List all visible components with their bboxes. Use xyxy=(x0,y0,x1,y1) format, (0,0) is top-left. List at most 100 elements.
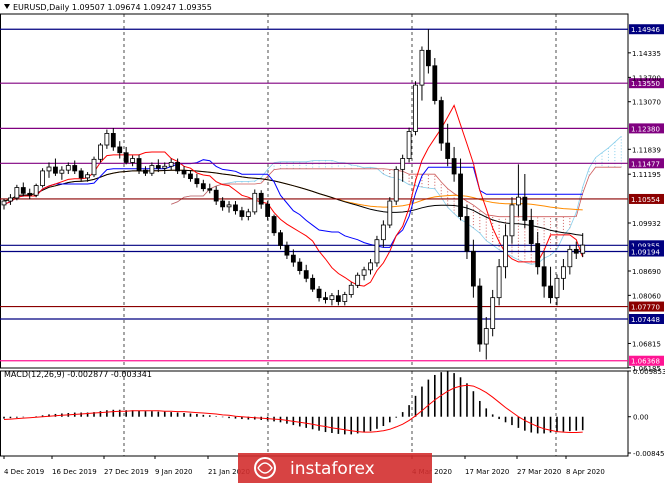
level-price-label: 1.07448 xyxy=(631,316,660,324)
candle-body xyxy=(573,248,579,254)
candle-body xyxy=(104,133,110,146)
candle-body xyxy=(554,277,560,299)
candle-body xyxy=(368,262,373,271)
price-tick-label: 1.06185 xyxy=(632,365,661,373)
main-pane-border xyxy=(0,13,629,369)
candle-body xyxy=(265,203,271,217)
price-tick-label: 1.06815 xyxy=(632,340,661,348)
candle-body xyxy=(168,162,174,167)
symbol-marker-icon xyxy=(4,4,10,9)
candle-body xyxy=(470,250,476,287)
candle-body xyxy=(278,232,283,246)
price-tick-label: 1.11195 xyxy=(632,171,661,179)
candle-body xyxy=(316,288,322,299)
candle-body xyxy=(528,219,534,244)
candle-body xyxy=(548,285,553,299)
time-tick-label: 4 Dec 2019 xyxy=(4,468,44,476)
macd-pane: 0.009853 0.00 -0.008459 xyxy=(3,368,665,458)
price-tick-label: 1.13700 xyxy=(632,74,661,82)
candle-body xyxy=(252,192,258,213)
candle-body xyxy=(46,166,52,172)
candle-body xyxy=(207,188,213,191)
candle-body xyxy=(1,200,7,206)
level-price-label: 1.11477 xyxy=(631,160,660,168)
kijun-line xyxy=(3,159,583,248)
time-tick-label: 17 Mar 2020 xyxy=(465,468,509,476)
candle-body xyxy=(162,165,168,169)
candle-body xyxy=(335,295,341,302)
candle-body xyxy=(393,168,399,202)
watermark-logo-icon xyxy=(254,457,276,479)
candle-body xyxy=(406,131,412,159)
candle-body xyxy=(310,277,316,290)
watermark-logo-swirl xyxy=(257,462,273,474)
candle-body xyxy=(59,169,65,174)
level-price-label: 1.13550 xyxy=(631,80,660,88)
price-tick-label: 1.08060 xyxy=(632,292,661,300)
candle-body xyxy=(271,216,277,234)
candle-body xyxy=(136,158,142,171)
candle-body xyxy=(149,165,155,174)
time-tick-label: 16 Dec 2019 xyxy=(52,468,97,476)
candle-body xyxy=(380,224,386,241)
candle-body xyxy=(374,239,380,264)
price-tick-label: 1.13070 xyxy=(632,99,661,107)
candlesticks xyxy=(1,29,586,360)
candle-body xyxy=(561,266,566,279)
candle-body xyxy=(72,165,78,172)
candle-body xyxy=(303,270,309,279)
level-price-label: 1.12380 xyxy=(631,125,660,133)
price-tick-label: 1.08690 xyxy=(632,268,661,276)
level-price-label: 1.09355 xyxy=(631,242,660,250)
macd-tick-label: 0.009853 xyxy=(633,368,665,376)
candle-body xyxy=(567,248,573,268)
candle-body xyxy=(175,162,181,172)
candle-body xyxy=(329,295,335,300)
candle-body xyxy=(239,210,245,217)
price-tick-label: 1.11839 xyxy=(632,146,661,154)
candle-body xyxy=(123,152,129,163)
price-axis: 1.14946 1.13550 1.12380 1.11477 1.10554 1.093… xyxy=(628,24,664,373)
symbol-info: EURUSD,Daily 1.09507 1.09674 1.09247 1.0… xyxy=(13,3,212,12)
candle-body xyxy=(464,216,470,252)
candle-body xyxy=(78,170,84,179)
time-tick-label: 21 Jan 2020 xyxy=(208,468,250,476)
candle-body xyxy=(98,144,103,160)
candle-body xyxy=(419,49,425,86)
macd-tick-label: 0.00 xyxy=(633,414,649,422)
candle-body xyxy=(522,196,528,221)
level-price-tag xyxy=(629,301,664,312)
level-price-label: 1.14946 xyxy=(631,26,660,34)
candle-body xyxy=(284,245,290,256)
time-tick-label: 8 Apr 2020 xyxy=(566,468,605,476)
candle-body xyxy=(425,49,431,67)
candle-body xyxy=(361,269,367,276)
level-price-tag xyxy=(629,313,664,324)
candle-body xyxy=(233,204,238,212)
candle-body xyxy=(181,170,187,175)
candle-body xyxy=(355,274,361,286)
candle-body xyxy=(387,200,393,226)
candle-body xyxy=(451,158,457,175)
candle-body xyxy=(413,84,418,132)
level-price-tag xyxy=(629,240,664,251)
candle-body xyxy=(53,166,58,174)
price-tick-label: 1.09932 xyxy=(632,220,661,228)
macd-tick-label: -0.008459 xyxy=(633,450,665,458)
candle-body xyxy=(245,211,251,217)
candle-body xyxy=(220,200,226,208)
level-price-tag xyxy=(629,78,664,89)
candle-body xyxy=(290,254,296,263)
candle-body xyxy=(155,165,161,169)
candle-body xyxy=(91,158,97,176)
level-price-label: 1.06368 xyxy=(631,358,660,366)
level-price-tag xyxy=(629,193,664,204)
macd-signal-line xyxy=(3,384,583,433)
candle-body xyxy=(503,235,508,268)
price-tick-label: 1.14335 xyxy=(632,50,661,58)
candle-body xyxy=(200,183,206,190)
ma-dark-line xyxy=(3,169,583,236)
time-tick-label: 27 Dec 2019 xyxy=(104,468,149,476)
candle-body xyxy=(483,328,489,345)
